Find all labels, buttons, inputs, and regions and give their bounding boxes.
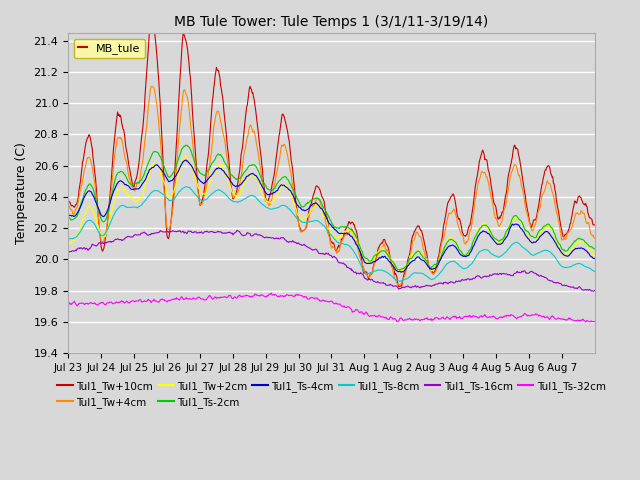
Tul1_Ts-2cm: [64, 215, 72, 220]
Tul1_Tw+4cm: [250, 129, 257, 134]
Tul1_Tw+10cm: [147, 15, 155, 21]
Tul1_Ts-16cm: [416, 285, 424, 291]
Tul1_Tw+2cm: [223, 176, 231, 181]
Tul1_Ts-4cm: [269, 190, 277, 195]
Tul1_Tw+2cm: [387, 255, 394, 261]
Tul1_Ts-4cm: [223, 174, 231, 180]
Tul1_Tw+4cm: [591, 235, 598, 241]
Tul1_Tw+2cm: [591, 253, 598, 259]
Tul1_Ts-16cm: [126, 234, 134, 240]
Tul1_Ts-16cm: [591, 288, 598, 293]
Y-axis label: Temperature (C): Temperature (C): [15, 142, 28, 244]
Tul1_Tw+10cm: [395, 284, 403, 289]
Tul1_Ts-4cm: [417, 256, 424, 262]
Tul1_Ts-2cm: [269, 186, 277, 192]
Tul1_Ts-2cm: [182, 143, 190, 148]
Tul1_Tw+4cm: [269, 188, 277, 193]
Tul1_Tw+2cm: [182, 154, 189, 159]
Tul1_Ts-2cm: [417, 251, 424, 256]
Tul1_Tw+4cm: [417, 234, 424, 240]
Tul1_Ts-8cm: [126, 204, 134, 210]
Tul1_Ts-32cm: [582, 319, 589, 325]
Tul1_Tw+4cm: [148, 84, 156, 89]
Tul1_Tw+2cm: [269, 199, 277, 204]
Tul1_Ts-16cm: [250, 232, 257, 238]
Line: Tul1_Ts-8cm: Tul1_Ts-8cm: [68, 187, 595, 281]
Tul1_Ts-8cm: [250, 193, 257, 199]
Tul1_Ts-2cm: [250, 162, 257, 168]
Tul1_Ts-4cm: [250, 171, 257, 177]
Tul1_Ts-2cm: [395, 267, 403, 273]
Tul1_Tw+2cm: [396, 269, 404, 275]
Tul1_Ts-8cm: [64, 236, 72, 241]
Tul1_Tw+2cm: [64, 238, 72, 244]
Tul1_Ts-32cm: [249, 293, 257, 299]
Legend: Tul1_Tw+10cm, Tul1_Tw+4cm, Tul1_Tw+2cm, Tul1_Ts-2cm, Tul1_Ts-4cm, Tul1_Ts-8cm, T: Tul1_Tw+10cm, Tul1_Tw+4cm, Tul1_Tw+2cm, …: [53, 376, 610, 412]
Tul1_Ts-8cm: [417, 270, 424, 276]
Tul1_Tw+10cm: [387, 254, 394, 260]
Tul1_Ts-4cm: [64, 213, 72, 218]
Tul1_Tw+10cm: [223, 144, 231, 150]
Tul1_Tw+10cm: [269, 176, 277, 181]
Tul1_Ts-32cm: [268, 290, 275, 296]
Line: Tul1_Tw+2cm: Tul1_Tw+2cm: [68, 156, 595, 272]
Tul1_Tw+4cm: [64, 203, 72, 208]
Tul1_Ts-16cm: [64, 249, 72, 254]
Tul1_Ts-8cm: [591, 269, 598, 275]
Line: Tul1_Ts-2cm: Tul1_Ts-2cm: [68, 145, 595, 270]
Tul1_Ts-32cm: [223, 295, 230, 300]
Tul1_Tw+4cm: [126, 177, 134, 183]
Tul1_Ts-2cm: [126, 181, 134, 187]
Tul1_Ts-32cm: [591, 319, 598, 324]
Line: Tul1_Tw+10cm: Tul1_Tw+10cm: [68, 18, 595, 287]
Tul1_Ts-4cm: [591, 256, 598, 262]
Tul1_Ts-4cm: [387, 260, 394, 265]
Tul1_Ts-16cm: [269, 235, 277, 241]
Tul1_Ts-4cm: [397, 269, 405, 275]
Line: Tul1_Ts-16cm: Tul1_Ts-16cm: [68, 230, 595, 291]
Tul1_Ts-8cm: [223, 193, 231, 199]
Tul1_Tw+10cm: [250, 94, 257, 100]
Tul1_Tw+10cm: [417, 227, 424, 233]
Tul1_Tw+10cm: [591, 222, 598, 228]
Tul1_Tw+4cm: [387, 256, 394, 262]
Tul1_Ts-8cm: [182, 184, 190, 190]
Tul1_Ts-2cm: [223, 164, 231, 170]
Line: Tul1_Ts-4cm: Tul1_Ts-4cm: [68, 160, 595, 272]
Line: Tul1_Tw+4cm: Tul1_Tw+4cm: [68, 86, 595, 285]
Tul1_Tw+2cm: [250, 173, 257, 179]
Tul1_Tw+2cm: [126, 193, 134, 199]
Tul1_Tw+4cm: [394, 282, 401, 288]
Tul1_Ts-16cm: [233, 228, 241, 233]
Tul1_Ts-8cm: [396, 278, 404, 284]
Tul1_Ts-8cm: [269, 206, 277, 212]
Tul1_Ts-32cm: [416, 318, 424, 324]
Tul1_Ts-2cm: [387, 256, 394, 262]
Tul1_Ts-4cm: [126, 185, 134, 191]
Tul1_Ts-16cm: [589, 288, 597, 294]
Title: MB Tule Tower: Tule Temps 1 (3/1/11-3/19/14): MB Tule Tower: Tule Temps 1 (3/1/11-3/19…: [174, 15, 488, 29]
Tul1_Ts-32cm: [269, 292, 277, 298]
Tul1_Ts-4cm: [182, 157, 190, 163]
Line: Tul1_Ts-32cm: Tul1_Ts-32cm: [68, 293, 595, 322]
Tul1_Tw+10cm: [126, 167, 134, 173]
Tul1_Ts-16cm: [223, 230, 230, 236]
Tul1_Tw+10cm: [64, 198, 72, 204]
Tul1_Ts-32cm: [64, 300, 72, 306]
Tul1_Ts-8cm: [387, 272, 394, 278]
Tul1_Tw+4cm: [223, 157, 231, 163]
Tul1_Ts-32cm: [387, 314, 394, 320]
Tul1_Ts-2cm: [591, 246, 598, 252]
Tul1_Tw+2cm: [417, 249, 424, 255]
Tul1_Ts-16cm: [387, 281, 394, 287]
Tul1_Ts-32cm: [126, 300, 134, 305]
